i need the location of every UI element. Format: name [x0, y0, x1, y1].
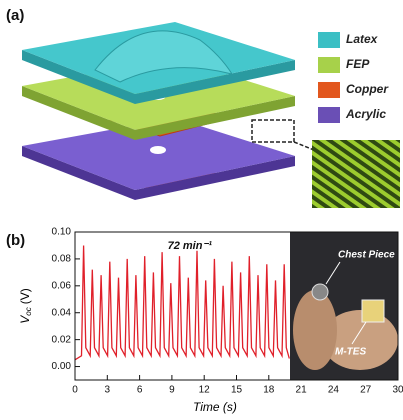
y-axis-label-part: oc — [24, 307, 33, 315]
y-tick-label: 0.08 — [52, 254, 72, 265]
exploded-diagram — [22, 22, 295, 200]
x-tick-label: 18 — [263, 385, 275, 396]
plate-side — [22, 86, 135, 140]
x-tick-label: 15 — [231, 385, 243, 396]
x-tick-label: 3 — [105, 385, 111, 396]
x-tick-label: 27 — [360, 385, 372, 396]
y-axis-label: Voc (V) — [18, 288, 33, 323]
legend-label: Acrylic — [345, 107, 386, 121]
annotation: 72 min⁻¹ — [168, 240, 213, 252]
zoom-line — [293, 141, 315, 151]
x-axis-label: Time (s) — [193, 400, 237, 414]
latex-bump — [94, 30, 234, 83]
x-tick-label: 30 — [392, 385, 403, 396]
y-axis-label-part: (V) — [18, 288, 32, 304]
x-tick-label: 24 — [328, 385, 340, 396]
y-tick-label: 0.00 — [52, 361, 72, 372]
plate-side — [135, 156, 295, 200]
photo-label: M-TES — [335, 347, 366, 358]
plate-side — [22, 146, 135, 200]
photo-hand — [322, 310, 398, 370]
legend-label: FEP — [346, 57, 370, 71]
hole — [150, 146, 166, 154]
y-axis-label-part: V — [18, 315, 32, 324]
x-tick-label: 21 — [296, 385, 308, 396]
plate-side — [135, 60, 295, 104]
x-tick-label: 0 — [72, 385, 78, 396]
legend-swatch — [318, 107, 340, 123]
legend-swatch — [318, 82, 340, 98]
legend-label: Latex — [346, 32, 379, 46]
legend-swatch — [318, 32, 340, 48]
panel-label: (b) — [6, 232, 25, 249]
legend-swatch — [318, 57, 340, 73]
x-tick-label: 9 — [169, 385, 175, 396]
x-tick-label: 12 — [199, 385, 211, 396]
photo-arrow — [325, 261, 341, 285]
plate-side — [22, 50, 135, 104]
photo-chestpiece — [311, 283, 329, 301]
photo-hand — [293, 290, 337, 370]
panel-label: (a) — [6, 7, 24, 24]
photo-arrow — [351, 321, 367, 345]
zoom-box — [251, 119, 295, 143]
plate-side — [135, 96, 295, 140]
y-tick-label: 0.06 — [52, 280, 72, 291]
photo-label: Chest Piece — [338, 250, 395, 261]
y-tick-label: 0.10 — [52, 227, 72, 238]
legend-label: Copper — [346, 82, 389, 96]
x-tick-label: 6 — [137, 385, 143, 396]
y-tick-label: 0.04 — [52, 307, 72, 318]
chart: 0.00 0.02 0.04 0.06 0.08 0.10 0 3 6 9 12 15 18 21 24 27… — [18, 227, 403, 415]
texture-inset — [312, 140, 400, 208]
axes-frame — [74, 231, 399, 381]
data-line — [74, 245, 290, 361]
y-tick-label: 0.02 — [52, 334, 72, 345]
photo-device — [361, 299, 385, 323]
plate-top — [22, 118, 295, 190]
